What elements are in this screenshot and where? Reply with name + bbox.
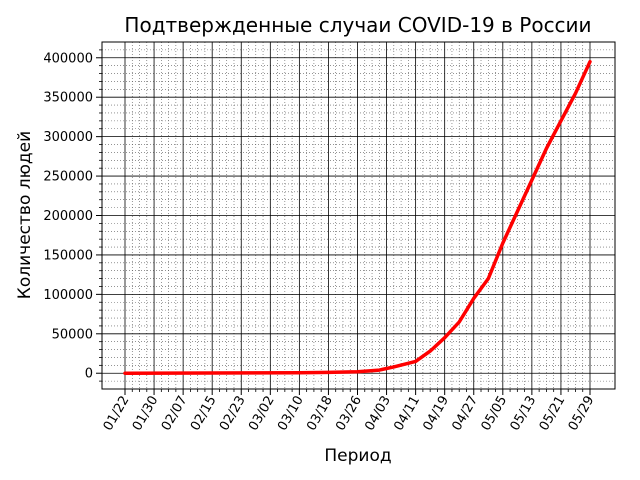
- plot-frame: [101, 41, 616, 390]
- x-tick-label: 03/18: [304, 394, 336, 434]
- y-tick-label: 50000: [52, 327, 93, 342]
- x-tick-label: 04/11: [391, 394, 423, 434]
- y-tick-label: 300000: [43, 130, 93, 145]
- y-tick-label: 250000: [43, 170, 93, 185]
- x-tick-label: 03/02: [246, 394, 278, 434]
- x-tick-label: 01/22: [101, 394, 133, 434]
- x-tick-label: 02/15: [188, 394, 220, 434]
- y-tick-label: 350000: [43, 91, 93, 106]
- x-tick-label: 05/05: [479, 394, 511, 434]
- x-tick-label: 03/26: [333, 394, 365, 434]
- y-axis-label: Количество людей: [15, 131, 35, 299]
- y-tick-label: 0: [85, 367, 93, 382]
- x-tick-label: 04/19: [420, 394, 452, 434]
- x-tick-label: 02/07: [159, 394, 191, 434]
- y-tick-label: 400000: [43, 51, 93, 66]
- y-tick-label: 150000: [43, 248, 93, 263]
- series-group: [123, 59, 592, 375]
- x-tick-label: 02/23: [217, 394, 249, 434]
- x-tick-label: 03/10: [275, 394, 307, 434]
- x-tick-label: 01/30: [130, 394, 162, 434]
- x-axis-label: Период: [324, 446, 391, 466]
- y-tick-label: 100000: [43, 288, 93, 303]
- x-tick-label: 04/27: [449, 394, 481, 434]
- x-tick-label: 04/03: [362, 394, 394, 434]
- grid: [102, 42, 615, 389]
- chart-title: Подтвержденные случаи COVID-19 в России: [124, 13, 591, 37]
- y-tick-label: 200000: [43, 209, 93, 224]
- x-tick-label: 05/29: [566, 394, 598, 434]
- axis-ticks: 01/2201/3002/0702/1502/2303/0203/1003/18…: [43, 49, 598, 434]
- x-tick-label: 05/13: [508, 394, 540, 434]
- series-line: [123, 59, 592, 375]
- x-tick-label: 05/21: [537, 394, 569, 434]
